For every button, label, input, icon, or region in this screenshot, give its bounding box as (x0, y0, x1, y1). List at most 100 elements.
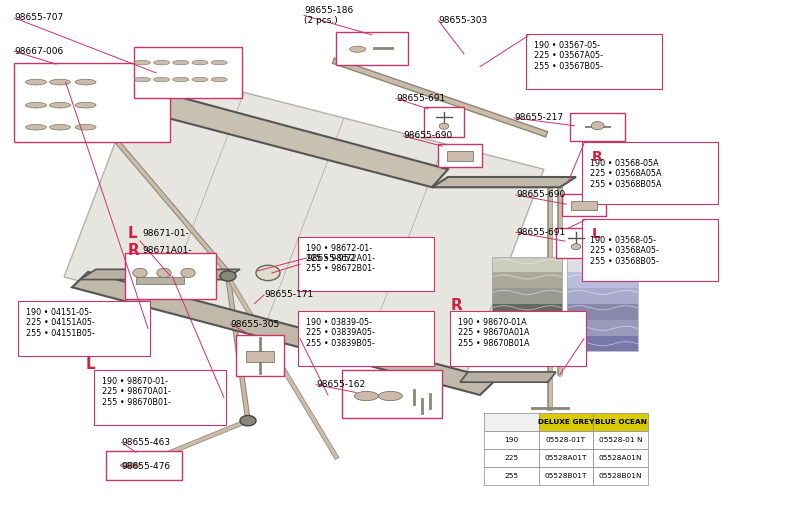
Text: 190: 190 (504, 437, 518, 443)
Text: 98655-952: 98655-952 (306, 253, 355, 263)
Bar (571, 201, 597, 210)
FancyBboxPatch shape (570, 113, 626, 141)
Text: 98655-463: 98655-463 (122, 438, 170, 447)
Polygon shape (60, 69, 448, 187)
Text: 98655-303: 98655-303 (438, 16, 488, 25)
Bar (594, 449, 648, 467)
Text: 98655-691: 98655-691 (396, 94, 446, 103)
Polygon shape (72, 272, 496, 395)
Bar (538, 467, 594, 485)
Bar (484, 431, 538, 449)
FancyBboxPatch shape (425, 107, 464, 137)
Text: 98655-691: 98655-691 (516, 228, 566, 237)
Text: 05528-01T: 05528-01T (546, 437, 586, 443)
Text: 05528A01T: 05528A01T (545, 455, 587, 461)
Text: 05528B01N: 05528B01N (599, 473, 642, 479)
FancyBboxPatch shape (557, 228, 595, 258)
Circle shape (133, 268, 147, 278)
Text: 05528B01T: 05528B01T (545, 473, 587, 479)
Ellipse shape (211, 61, 227, 65)
Polygon shape (460, 372, 556, 382)
Bar (567, 272, 638, 288)
Bar (136, 277, 184, 284)
FancyBboxPatch shape (582, 219, 718, 281)
Ellipse shape (173, 61, 189, 65)
Bar (567, 320, 638, 336)
Bar (594, 413, 648, 431)
FancyBboxPatch shape (125, 253, 216, 299)
Ellipse shape (192, 77, 208, 82)
Text: 190 • 03568-05-
225 • 03568A05-
255 • 03568B05-: 190 • 03568-05- 225 • 03568A05- 255 • 03… (590, 236, 659, 266)
Bar (567, 256, 638, 272)
Text: 05528-01 N: 05528-01 N (599, 437, 642, 443)
Circle shape (571, 244, 581, 250)
Bar (538, 431, 594, 449)
Bar (484, 449, 538, 467)
Text: L: L (592, 227, 601, 241)
Text: 190 • 03568-05A
225 • 03568A05A
255 • 03568B05A: 190 • 03568-05A 225 • 03568A05A 255 • 03… (590, 159, 662, 189)
Ellipse shape (134, 61, 150, 65)
Bar (594, 431, 648, 449)
Ellipse shape (350, 46, 366, 52)
Ellipse shape (121, 463, 141, 468)
Text: R: R (128, 243, 140, 258)
Text: 190 • 03567-05-
225 • 03567A05-
255 • 03567B05-: 190 • 03567-05- 225 • 03567A05- 255 • 03… (534, 41, 603, 71)
FancyBboxPatch shape (18, 301, 150, 356)
Text: 98655-217: 98655-217 (514, 113, 563, 123)
FancyBboxPatch shape (298, 311, 434, 366)
Text: R: R (450, 298, 462, 313)
Polygon shape (64, 67, 544, 380)
FancyBboxPatch shape (14, 63, 170, 142)
Ellipse shape (50, 124, 70, 130)
Text: 190 • 03839-05-
225 • 03839A05-
255 • 03839B05-: 190 • 03839-05- 225 • 03839A05- 255 • 03… (306, 318, 375, 348)
Bar (492, 256, 562, 351)
Ellipse shape (378, 391, 402, 401)
FancyBboxPatch shape (438, 144, 482, 167)
Circle shape (256, 265, 280, 281)
FancyBboxPatch shape (450, 311, 586, 366)
Bar (492, 320, 562, 336)
Text: 98655-476: 98655-476 (122, 462, 170, 471)
Bar (492, 256, 562, 272)
Ellipse shape (26, 80, 46, 85)
Text: R: R (592, 150, 602, 164)
Polygon shape (432, 177, 576, 187)
Circle shape (240, 416, 256, 426)
Ellipse shape (192, 61, 208, 65)
Bar (492, 304, 562, 320)
Ellipse shape (211, 77, 227, 82)
FancyBboxPatch shape (562, 194, 606, 216)
FancyBboxPatch shape (298, 237, 434, 291)
Text: 05528A01N: 05528A01N (599, 455, 642, 461)
Bar (538, 413, 594, 431)
Ellipse shape (50, 102, 70, 108)
Text: 190 • 04151-05-
225 • 04151A05-
255 • 04151B05-: 190 • 04151-05- 225 • 04151A05- 255 • 04… (26, 308, 95, 338)
Bar (447, 151, 473, 161)
Ellipse shape (75, 80, 96, 85)
Ellipse shape (50, 80, 70, 85)
Text: 190 • 98670-01-
225 • 98670A01-
255 • 98670B01-: 190 • 98670-01- 225 • 98670A01- 255 • 98… (102, 377, 171, 407)
Polygon shape (80, 269, 240, 280)
Text: 190 • 98670-01A
225 • 98670A01A
255 • 98670B01A: 190 • 98670-01A 225 • 98670A01A 255 • 98… (458, 318, 530, 348)
Ellipse shape (173, 77, 189, 82)
Ellipse shape (75, 124, 96, 130)
FancyBboxPatch shape (526, 34, 662, 89)
Circle shape (48, 70, 83, 92)
Ellipse shape (154, 77, 170, 82)
Text: BLUE OCEAN: BLUE OCEAN (594, 419, 646, 425)
Text: 98655-690: 98655-690 (403, 131, 453, 141)
Text: 98667-006: 98667-006 (14, 47, 64, 56)
Text: 255: 255 (504, 473, 518, 479)
Circle shape (591, 122, 604, 130)
Text: L: L (128, 226, 138, 241)
Bar (492, 336, 562, 351)
Circle shape (439, 123, 449, 129)
Bar (246, 351, 274, 362)
FancyBboxPatch shape (342, 370, 442, 418)
Bar (492, 288, 562, 304)
Text: 98655-171: 98655-171 (264, 290, 314, 300)
Ellipse shape (26, 102, 46, 108)
Bar (492, 272, 562, 288)
Text: 98655-707: 98655-707 (14, 13, 64, 23)
Text: 225: 225 (504, 455, 518, 461)
